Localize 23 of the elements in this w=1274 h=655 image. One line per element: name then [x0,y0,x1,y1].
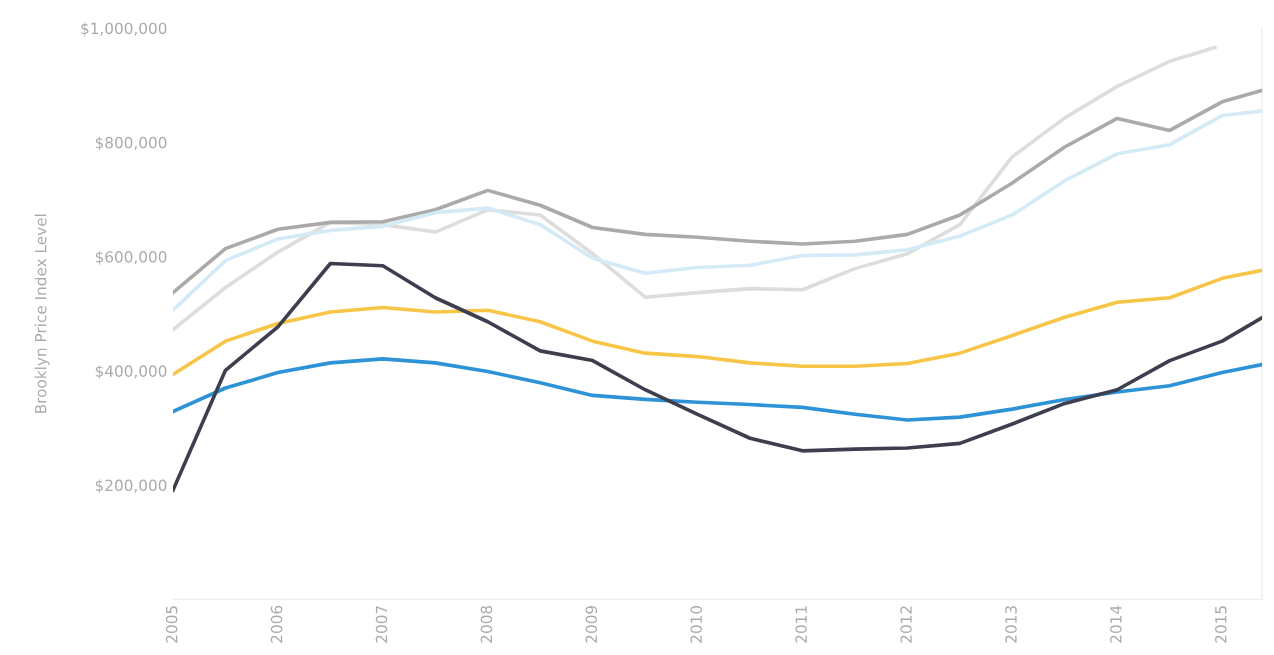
x-tick-label: 2006 [270,605,283,643]
x-tick-label: 2008 [480,605,493,643]
y-tick-label: $400,000 [95,365,167,379]
x-tick-label: 2011 [795,606,807,643]
y-tick-label: $800,000 [95,136,167,151]
x-tick-label: 2007 [375,606,388,643]
x-tick-label: 2005 [165,606,178,643]
x-tick-label: 2015 [1215,606,1227,643]
line-series [173,109,1263,313]
x-tick-label: 2012 [900,606,912,643]
y-tick-label: $200,000 [95,479,167,494]
x-tick-label: 2009 [585,605,598,643]
x-tick-label: 2010 [690,605,703,643]
line-series [173,357,1263,422]
x-tick-label: 2014 [1110,605,1122,643]
line-series [173,88,1263,295]
y-tick-label: $600,000 [95,250,167,265]
line-series [173,45,1217,332]
line-series [173,261,1263,493]
y-tick-label: $1,000,000 [81,22,167,37]
y-axis-title: Brooklyn Price Index Level [34,214,50,413]
x-tick-label: 2013 [1005,606,1017,643]
line-series [173,268,1263,377]
